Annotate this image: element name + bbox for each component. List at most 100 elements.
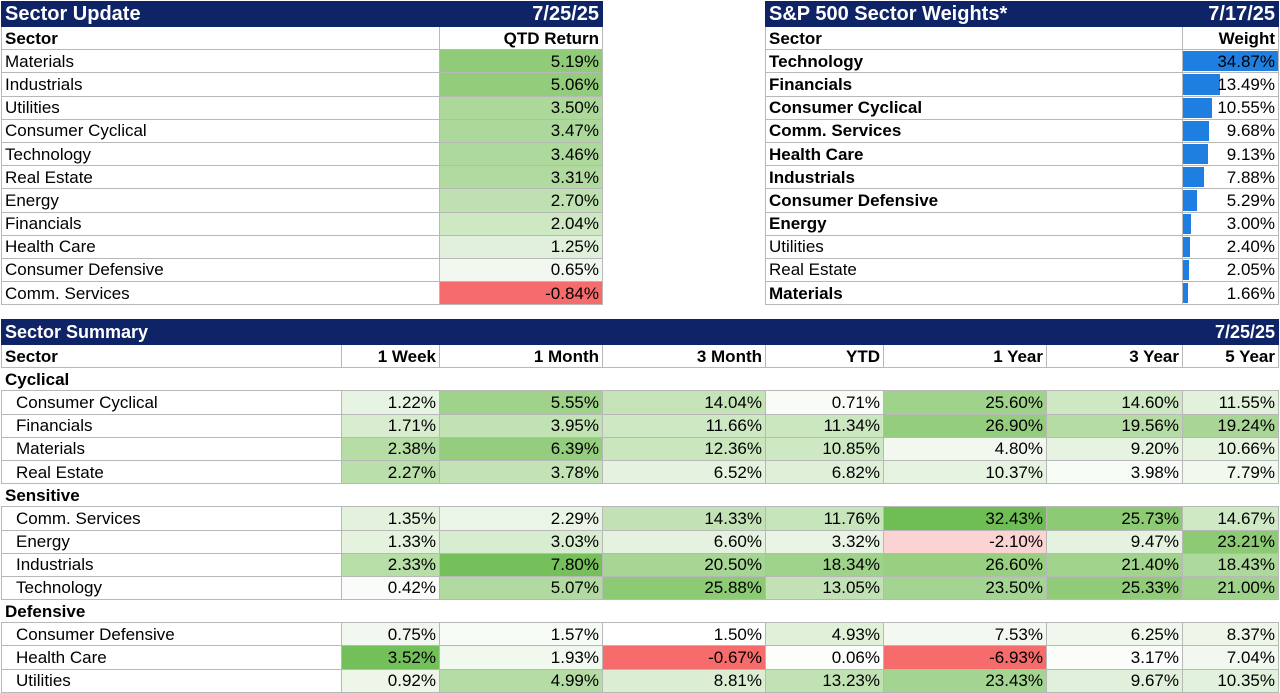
return-value: 2.38% bbox=[341, 436, 440, 461]
sector-update-title-row: Sector Update 7/25/25 bbox=[1, 1, 603, 27]
weight-bar bbox=[1183, 190, 1198, 211]
group-row: Defensive bbox=[1, 599, 1279, 624]
sector-weights-table: S&P 500 Sector Weights* 7/17/25 Sector W… bbox=[765, 1, 1279, 306]
weight-cell: 13.49% bbox=[1182, 72, 1279, 97]
group-row: Sensitive bbox=[1, 483, 1279, 508]
table-row: Financials 13.49% bbox=[765, 72, 1279, 97]
table-row: Real Estate 2.27% 3.78% 6.52% 6.82% 10.37% 3.9… bbox=[1, 459, 1279, 485]
return-value: 6.52% bbox=[602, 459, 766, 485]
return-value: 5.55% bbox=[439, 390, 603, 415]
table-row: Consumer Defensive 5.29% bbox=[765, 188, 1279, 213]
qtd-return-value: 3.31% bbox=[439, 165, 603, 190]
sector-summary-table: Sector Summary 7/25/25 Sector 1 Week 1 Mon… bbox=[1, 319, 1279, 693]
table-row: Health Care 1.25% bbox=[1, 234, 603, 259]
return-value: 18.34% bbox=[765, 552, 884, 577]
return-value: 6.60% bbox=[602, 529, 766, 554]
return-value: 11.55% bbox=[1182, 390, 1279, 415]
return-value: 11.66% bbox=[602, 413, 766, 438]
table-row: Materials 5.19% bbox=[1, 49, 603, 74]
weight-value: 9.13% bbox=[1226, 144, 1275, 164]
table-row: Consumer Defensive 0.75% 1.57% 1.50% 4.93% 7.… bbox=[1, 622, 1279, 647]
return-value: 23.50% bbox=[883, 575, 1047, 601]
weight-cell: 34.87% bbox=[1182, 49, 1279, 74]
sector-name: Health Care bbox=[1, 234, 440, 259]
weight-bar bbox=[1183, 120, 1210, 141]
qtd-return-value: 5.06% bbox=[439, 72, 603, 97]
table-row: Technology 0.42% 5.07% 25.88% 13.05% 23.50% 25… bbox=[1, 575, 1279, 601]
return-value: 12.36% bbox=[602, 436, 766, 461]
qtd-return-value: 2.70% bbox=[439, 188, 603, 213]
sector-name: Materials bbox=[1, 49, 440, 74]
weight-bar bbox=[1183, 213, 1192, 234]
sector-name: Industrials bbox=[1, 552, 342, 577]
column-header: Sector bbox=[765, 25, 1183, 51]
sector-name: Energy bbox=[1, 529, 342, 554]
weight-value: 5.29% bbox=[1226, 190, 1275, 210]
sector-weights-title: S&P 500 Sector Weights* bbox=[765, 1, 1183, 27]
return-value: 3.78% bbox=[439, 459, 603, 485]
return-value: 23.21% bbox=[1182, 529, 1279, 554]
weight-cell: 7.88% bbox=[1182, 165, 1279, 190]
qtd-return-value: 3.46% bbox=[439, 141, 603, 167]
return-value: 26.60% bbox=[883, 552, 1047, 577]
sector-name: Financials bbox=[1, 413, 342, 438]
table-row: Energy 1.33% 3.03% 6.60% 3.32% -2.10% 9.47% 23.… bbox=[1, 529, 1279, 554]
qtd-return-value: 3.50% bbox=[439, 95, 603, 120]
sector-update-table: Sector Update 7/25/25 Sector QTD Return … bbox=[1, 1, 603, 306]
table-row: Financials 1.71% 3.95% 11.66% 11.34% 26.90% 19… bbox=[1, 413, 1279, 438]
weight-bar bbox=[1183, 143, 1208, 165]
return-value: 3.17% bbox=[1046, 645, 1183, 670]
sector-name: Energy bbox=[1, 188, 440, 213]
table-row: Consumer Cyclical 10.55% bbox=[765, 95, 1279, 120]
return-value: 1.57% bbox=[439, 622, 603, 647]
return-value: 19.56% bbox=[1046, 413, 1183, 438]
sector-name: Technology bbox=[1, 141, 440, 167]
return-value: 6.25% bbox=[1046, 622, 1183, 647]
column-header: 3 Year bbox=[1046, 343, 1183, 369]
return-value: 3.03% bbox=[439, 529, 603, 554]
sector-summary-date: 7/25/25 bbox=[1182, 319, 1279, 345]
return-value: 8.37% bbox=[1182, 622, 1279, 647]
return-value: 10.66% bbox=[1182, 436, 1279, 461]
group-label: Sensitive bbox=[1, 483, 1279, 508]
table-row: Comm. Services -0.84% bbox=[1, 281, 603, 306]
return-value: 1.93% bbox=[439, 645, 603, 670]
table-row: Technology 34.87% bbox=[765, 49, 1279, 74]
weight-cell: 2.05% bbox=[1182, 257, 1279, 283]
sector-name: Comm. Services bbox=[765, 118, 1183, 143]
weight-value: 10.55% bbox=[1217, 98, 1275, 118]
column-header: 1 Week bbox=[341, 343, 440, 369]
weight-cell: 9.13% bbox=[1182, 141, 1279, 167]
return-value: 6.39% bbox=[439, 436, 603, 461]
weight-bar bbox=[1183, 236, 1190, 257]
return-value: 21.00% bbox=[1182, 575, 1279, 601]
qtd-return-value: 1.25% bbox=[439, 234, 603, 259]
column-header: 1 Year bbox=[883, 343, 1047, 369]
weight-cell: 3.00% bbox=[1182, 211, 1279, 236]
group-row: Cyclical bbox=[1, 367, 1279, 392]
weight-cell: 10.55% bbox=[1182, 95, 1279, 120]
return-value: 0.75% bbox=[341, 622, 440, 647]
return-value: 3.95% bbox=[439, 413, 603, 438]
return-value: 19.24% bbox=[1182, 413, 1279, 438]
return-value: 7.04% bbox=[1182, 645, 1279, 670]
sector-update-header-row: Sector QTD Return bbox=[1, 25, 603, 51]
qtd-return-value: 2.04% bbox=[439, 211, 603, 236]
sector-name: Real Estate bbox=[1, 459, 342, 485]
weight-cell: 1.66% bbox=[1182, 281, 1279, 306]
sector-name: Consumer Defensive bbox=[1, 622, 342, 647]
sector-name: Industrials bbox=[765, 165, 1183, 190]
return-value: 10.35% bbox=[1182, 668, 1279, 693]
return-value: 10.85% bbox=[765, 436, 884, 461]
return-value: 3.32% bbox=[765, 529, 884, 554]
table-row: Industrials 5.06% bbox=[1, 72, 603, 97]
return-value: 4.99% bbox=[439, 668, 603, 693]
return-value: 14.33% bbox=[602, 506, 766, 531]
qtd-return-value: 5.19% bbox=[439, 49, 603, 74]
sector-summary-header-row: Sector 1 Week 1 Month 3 Month YTD 1 Year 3 Yea… bbox=[1, 343, 1279, 369]
column-header: 5 Year bbox=[1182, 343, 1279, 369]
return-value: 11.76% bbox=[765, 506, 884, 531]
return-value: 7.79% bbox=[1182, 459, 1279, 485]
return-value: 1.33% bbox=[341, 529, 440, 554]
table-row: Technology 3.46% bbox=[1, 141, 603, 167]
